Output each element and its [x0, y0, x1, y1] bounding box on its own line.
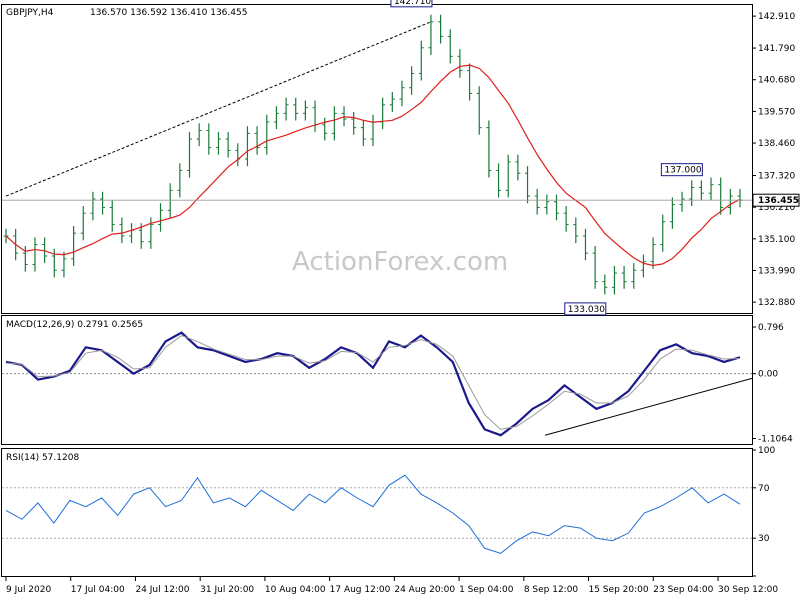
x-tick-label: 17 Jul 04:00 — [71, 585, 125, 595]
price-y-tick-label: 140.680 — [758, 76, 795, 86]
x-tick-label: 1 Sep 04:00 — [459, 585, 514, 595]
price-y-tick-label: 139.570 — [758, 107, 795, 117]
watermark: ActionForex.com — [292, 247, 508, 277]
price-y-tick-label: 136.210 — [758, 203, 795, 213]
price-annotation-label: 133.030 — [568, 305, 605, 315]
rsi-y-tick-label: 100 — [758, 446, 775, 456]
current-price-box — [752, 193, 800, 207]
x-tick-label: 10 Aug 04:00 — [265, 585, 326, 595]
macd-y-tick-label: 0.796 — [758, 323, 784, 333]
x-tick-label: 17 Aug 12:00 — [330, 585, 391, 595]
price-annotation-box — [390, 0, 433, 8]
price-y-tick-label: 137.320 — [758, 172, 795, 182]
macd-y-tick-label: 0.00 — [758, 370, 778, 380]
price-annotation-box — [660, 163, 703, 177]
macd-series-signal — [5, 335, 741, 430]
macd-series-main — [5, 331, 741, 437]
price-annotation-label: 142.710 — [394, 0, 431, 7]
x-tick-label: 15 Sep 20:00 — [589, 585, 649, 595]
price-title: GBPJPY,H4 — [6, 8, 54, 18]
rsi-line — [5, 474, 741, 554]
rsi-plot — [2, 474, 752, 554]
x-tick-label: 23 Sep 04:00 — [653, 585, 713, 595]
price-y-tick-label: 138.460 — [758, 139, 795, 149]
price-y-tick-label: 132.880 — [758, 298, 795, 308]
price-y-tick-label: 133.990 — [758, 267, 795, 277]
x-tick-label: 8 Sep 12:00 — [524, 585, 579, 595]
rsi-y-tick-label: 30 — [758, 534, 770, 544]
price-y-tick-label: 135.100 — [758, 235, 795, 245]
axes: 142.910 141.790 140.680 139.570 138.460 137.3… — [5, 12, 800, 595]
price-panel-frame — [1, 4, 753, 314]
x-tick-label: 24 Jul 12:00 — [135, 585, 189, 595]
x-tick-label: 31 Jul 20:00 — [200, 585, 254, 595]
price-plot: 142.710 137.000 133.030 — [2, 0, 752, 316]
rsi-panel-frame — [1, 448, 753, 577]
x-tick-label: 24 Aug 20:00 — [394, 585, 455, 595]
macd-y-tick-label: -1.1064 — [758, 435, 793, 445]
macd-trendline — [544, 377, 753, 436]
rsi-title: RSI(14) 57.1208 — [6, 453, 79, 463]
price-y-tick-label: 142.910 — [758, 12, 795, 22]
moving-average-line — [5, 64, 741, 267]
x-tick-label: 30 Sep 12:00 — [718, 585, 778, 595]
price-annotation-label: 137.000 — [664, 166, 701, 176]
price-y-tick-label: 141.790 — [758, 44, 795, 54]
macd-panel-frame — [1, 315, 753, 445]
macd-title: MACD(12,26,9) 0.2791 0.2565 — [6, 320, 143, 330]
price-annotation-box — [564, 302, 607, 316]
rsi-y-tick-label: 70 — [758, 484, 770, 494]
dashed-trendline — [5, 21, 432, 197]
macd-plot — [2, 331, 753, 437]
x-tick-label: 9 Jul 2020 — [6, 585, 51, 595]
price-ohlc: 136.570 136.592 136.410 136.455 — [90, 8, 247, 18]
current-price-label: 136.455 — [758, 196, 799, 206]
